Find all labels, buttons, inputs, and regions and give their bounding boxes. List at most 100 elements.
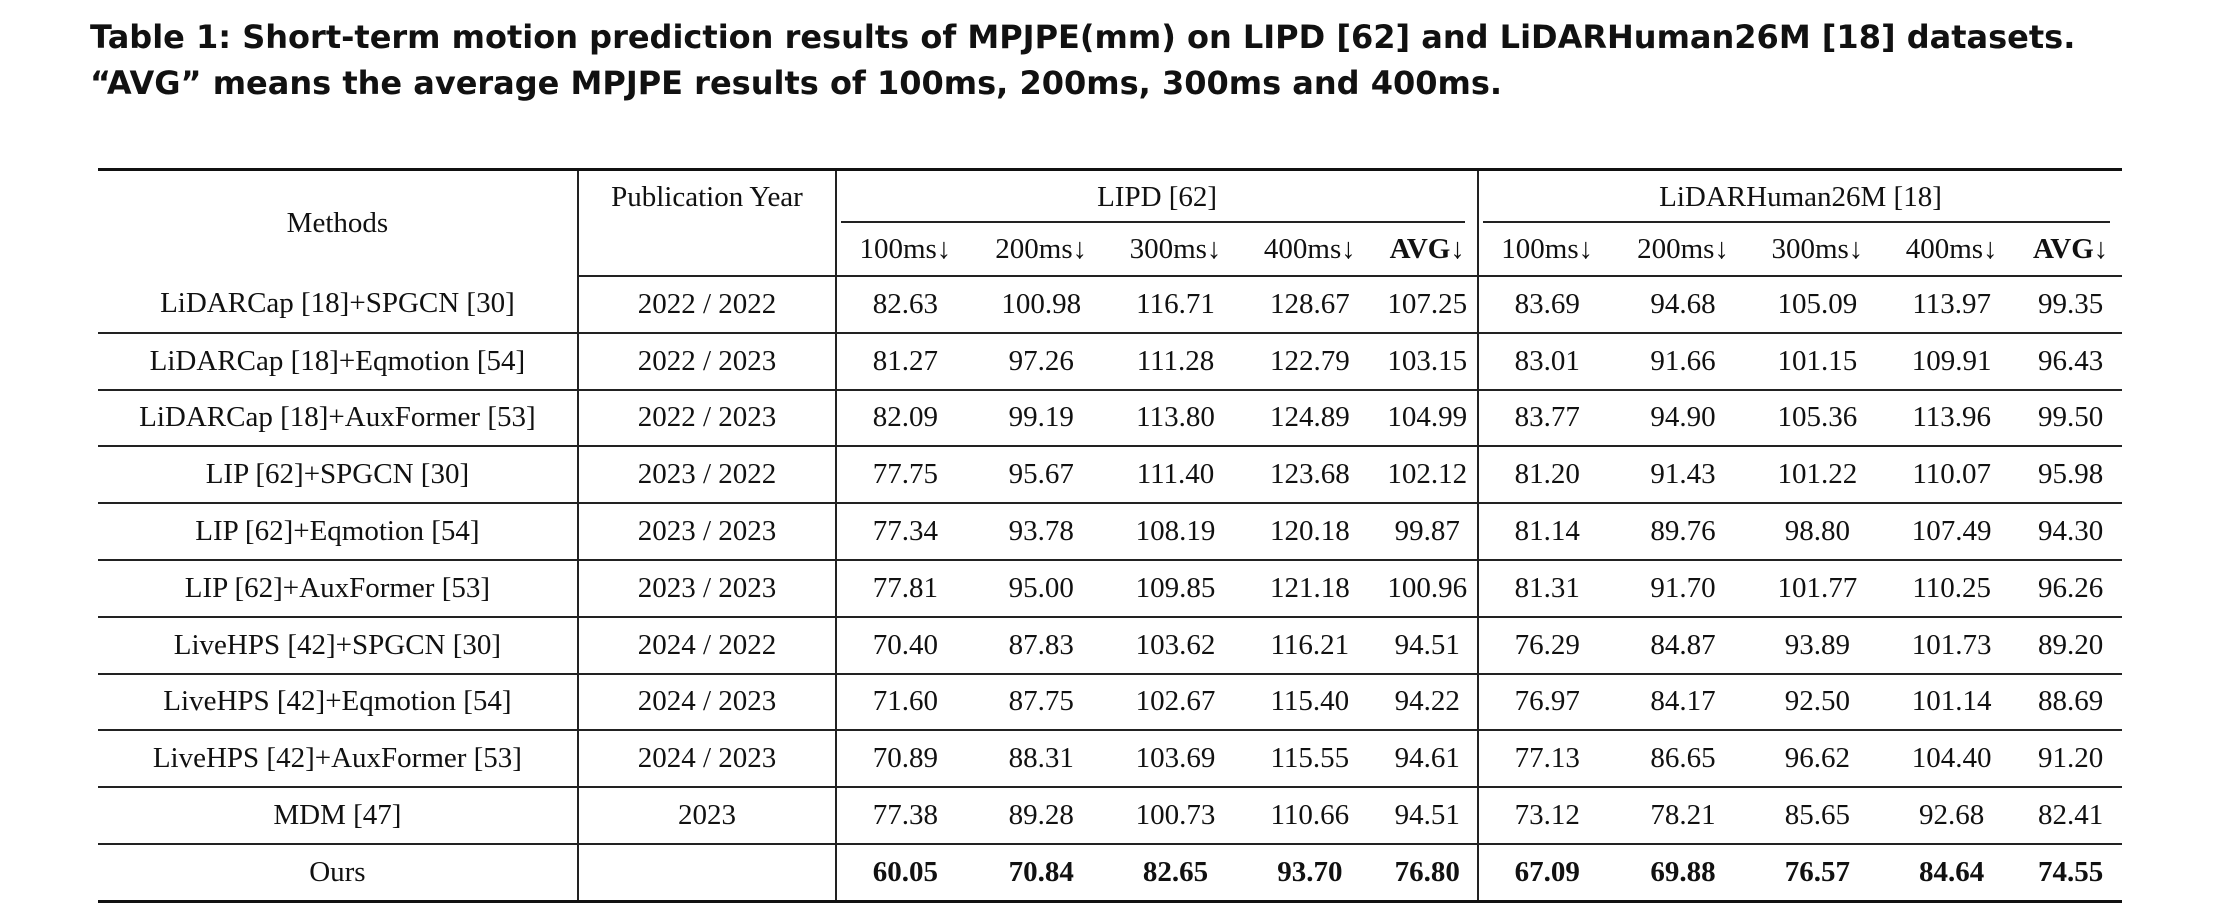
value-cell: 96.43 — [2019, 332, 2122, 391]
method-cell: LiDARCap [18]+SPGCN [30] — [98, 276, 579, 334]
table-row: LIP [62]+AuxFormer [53] 2023 / 2023 77.81 9… — [98, 559, 2122, 618]
value-cell: 77.81 — [836, 559, 974, 618]
value-cell: 102.12 — [1377, 446, 1480, 505]
header-year-empty — [577, 223, 838, 277]
method-cell: LiDARCap [18]+Eqmotion [54] — [98, 332, 579, 391]
header-col-lh-300: 300ms↓ — [1750, 223, 1884, 277]
table-row: LiveHPS [42]+Eqmotion [54] 2024 / 2023 71.… — [98, 673, 2122, 732]
value-cell: 84.17 — [1615, 673, 1751, 732]
value-cell: 122.79 — [1242, 332, 1378, 391]
value-cell: 81.27 — [836, 332, 974, 391]
year-cell: 2022 / 2022 — [577, 276, 838, 334]
value-cell: 89.76 — [1615, 503, 1751, 561]
header-col-lipd-400: 400ms↓ — [1242, 223, 1378, 277]
value-cell: 104.99 — [1377, 389, 1480, 448]
value-cell: 111.28 — [1108, 332, 1243, 391]
value-cell: 83.69 — [1478, 276, 1616, 334]
value-cell: 103.69 — [1108, 730, 1243, 789]
value-cell: 89.20 — [2019, 616, 2122, 675]
value-cell: 110.07 — [1884, 446, 2020, 505]
value-cell: 87.83 — [973, 616, 1109, 675]
table-row: LiDARCap [18]+AuxFormer [53] 2022 / 2023 8… — [98, 389, 2122, 448]
value-cell: 107.49 — [1884, 503, 2020, 561]
table-row: LIP [62]+SPGCN [30] 2023 / 2022 77.75 95.67… — [98, 446, 2122, 505]
value-cell: 88.69 — [2019, 673, 2122, 732]
year-cell: 2023 / 2022 — [577, 446, 838, 505]
value-cell: 77.75 — [836, 446, 974, 505]
value-cell: 91.66 — [1615, 332, 1751, 391]
table-row: LiDARCap [18]+Eqmotion [54] 2022 / 2023 81… — [98, 332, 2122, 391]
header-methods: Methods — [98, 169, 579, 276]
value-cell: 76.29 — [1478, 616, 1616, 675]
value-cell: 74.55 — [2019, 843, 2122, 903]
method-cell: LIP [62]+SPGCN [30] — [98, 446, 579, 505]
value-cell: 101.15 — [1750, 332, 1884, 391]
value-cell: 70.40 — [836, 616, 974, 675]
value-cell: 95.00 — [973, 559, 1109, 618]
header-group-lipd-label: LIPD [62] — [1097, 180, 1218, 213]
value-cell: 87.75 — [973, 673, 1109, 732]
method-cell: LIP [62]+Eqmotion [54] — [98, 503, 579, 561]
header-col-lh-100: 100ms↓ — [1478, 223, 1616, 277]
value-cell: 121.18 — [1242, 559, 1378, 618]
value-cell: 116.21 — [1242, 616, 1378, 675]
value-cell: 83.77 — [1478, 389, 1616, 448]
value-cell: 105.09 — [1750, 276, 1884, 334]
table-row: Ours 60.05 70.84 82.65 93.70 76.80 67.09 69.88 7… — [98, 843, 2122, 903]
value-cell: 113.97 — [1884, 276, 2020, 334]
value-cell: 81.31 — [1478, 559, 1616, 618]
value-cell: 128.67 — [1242, 276, 1378, 334]
value-cell: 82.41 — [2019, 787, 2122, 845]
value-cell: 102.67 — [1108, 673, 1243, 732]
value-cell: 105.36 — [1750, 389, 1884, 448]
header-col-lipd-avg: AVG↓ — [1377, 223, 1480, 277]
results-table-container: Methods Publication Year LIPD [62] LiDAR… — [98, 168, 2122, 903]
value-cell: 77.38 — [836, 787, 974, 845]
value-cell: 60.05 — [836, 843, 974, 903]
value-cell: 108.19 — [1108, 503, 1243, 561]
results-table: Methods Publication Year LIPD [62] LiDAR… — [98, 168, 2122, 903]
value-cell: 123.68 — [1242, 446, 1378, 505]
value-cell: 94.61 — [1377, 730, 1480, 789]
year-cell: 2024 / 2023 — [577, 730, 838, 789]
value-cell: 96.26 — [2019, 559, 2122, 618]
value-cell: 69.88 — [1615, 843, 1751, 903]
table-row: LiveHPS [42]+SPGCN [30] 2024 / 2022 70.40 8… — [98, 616, 2122, 675]
value-cell: 85.65 — [1750, 787, 1884, 845]
header-col-lipd-300: 300ms↓ — [1108, 223, 1243, 277]
header-row-columns: 100ms↓ 200ms↓ 300ms↓ 400ms↓ AVG↓ 100ms↓ … — [98, 223, 2122, 277]
value-cell: 94.68 — [1615, 276, 1751, 334]
value-cell: 83.01 — [1478, 332, 1616, 391]
value-cell: 103.15 — [1377, 332, 1480, 391]
value-cell: 109.91 — [1884, 332, 2020, 391]
method-cell: LiDARCap [18]+AuxFormer [53] — [98, 389, 579, 448]
value-cell: 124.89 — [1242, 389, 1378, 448]
value-cell: 78.21 — [1615, 787, 1751, 845]
value-cell: 94.90 — [1615, 389, 1751, 448]
value-cell: 95.98 — [2019, 446, 2122, 505]
value-cell: 110.66 — [1242, 787, 1378, 845]
header-row-groups: Methods Publication Year LIPD [62] LiDAR… — [98, 169, 2122, 276]
value-cell: 97.26 — [973, 332, 1109, 391]
value-cell: 77.13 — [1478, 730, 1616, 789]
value-cell: 70.89 — [836, 730, 974, 789]
value-cell: 77.34 — [836, 503, 974, 561]
value-cell: 120.18 — [1242, 503, 1378, 561]
value-cell: 115.55 — [1242, 730, 1378, 789]
value-cell: 110.25 — [1884, 559, 2020, 618]
value-cell: 99.87 — [1377, 503, 1480, 561]
value-cell: 67.09 — [1478, 843, 1616, 903]
value-cell: 100.96 — [1377, 559, 1480, 618]
value-cell: 94.51 — [1377, 616, 1480, 675]
value-cell: 96.62 — [1750, 730, 1884, 789]
value-cell: 86.65 — [1615, 730, 1751, 789]
method-cell: Ours — [98, 843, 579, 903]
value-cell: 101.22 — [1750, 446, 1884, 505]
header-year: Publication Year — [577, 169, 838, 223]
value-cell: 93.70 — [1242, 843, 1378, 903]
value-cell: 100.98 — [973, 276, 1109, 334]
value-cell: 98.80 — [1750, 503, 1884, 561]
header-group-lipd: LIPD [62] — [836, 169, 1480, 223]
value-cell: 84.64 — [1884, 843, 2020, 903]
value-cell: 76.57 — [1750, 843, 1884, 903]
